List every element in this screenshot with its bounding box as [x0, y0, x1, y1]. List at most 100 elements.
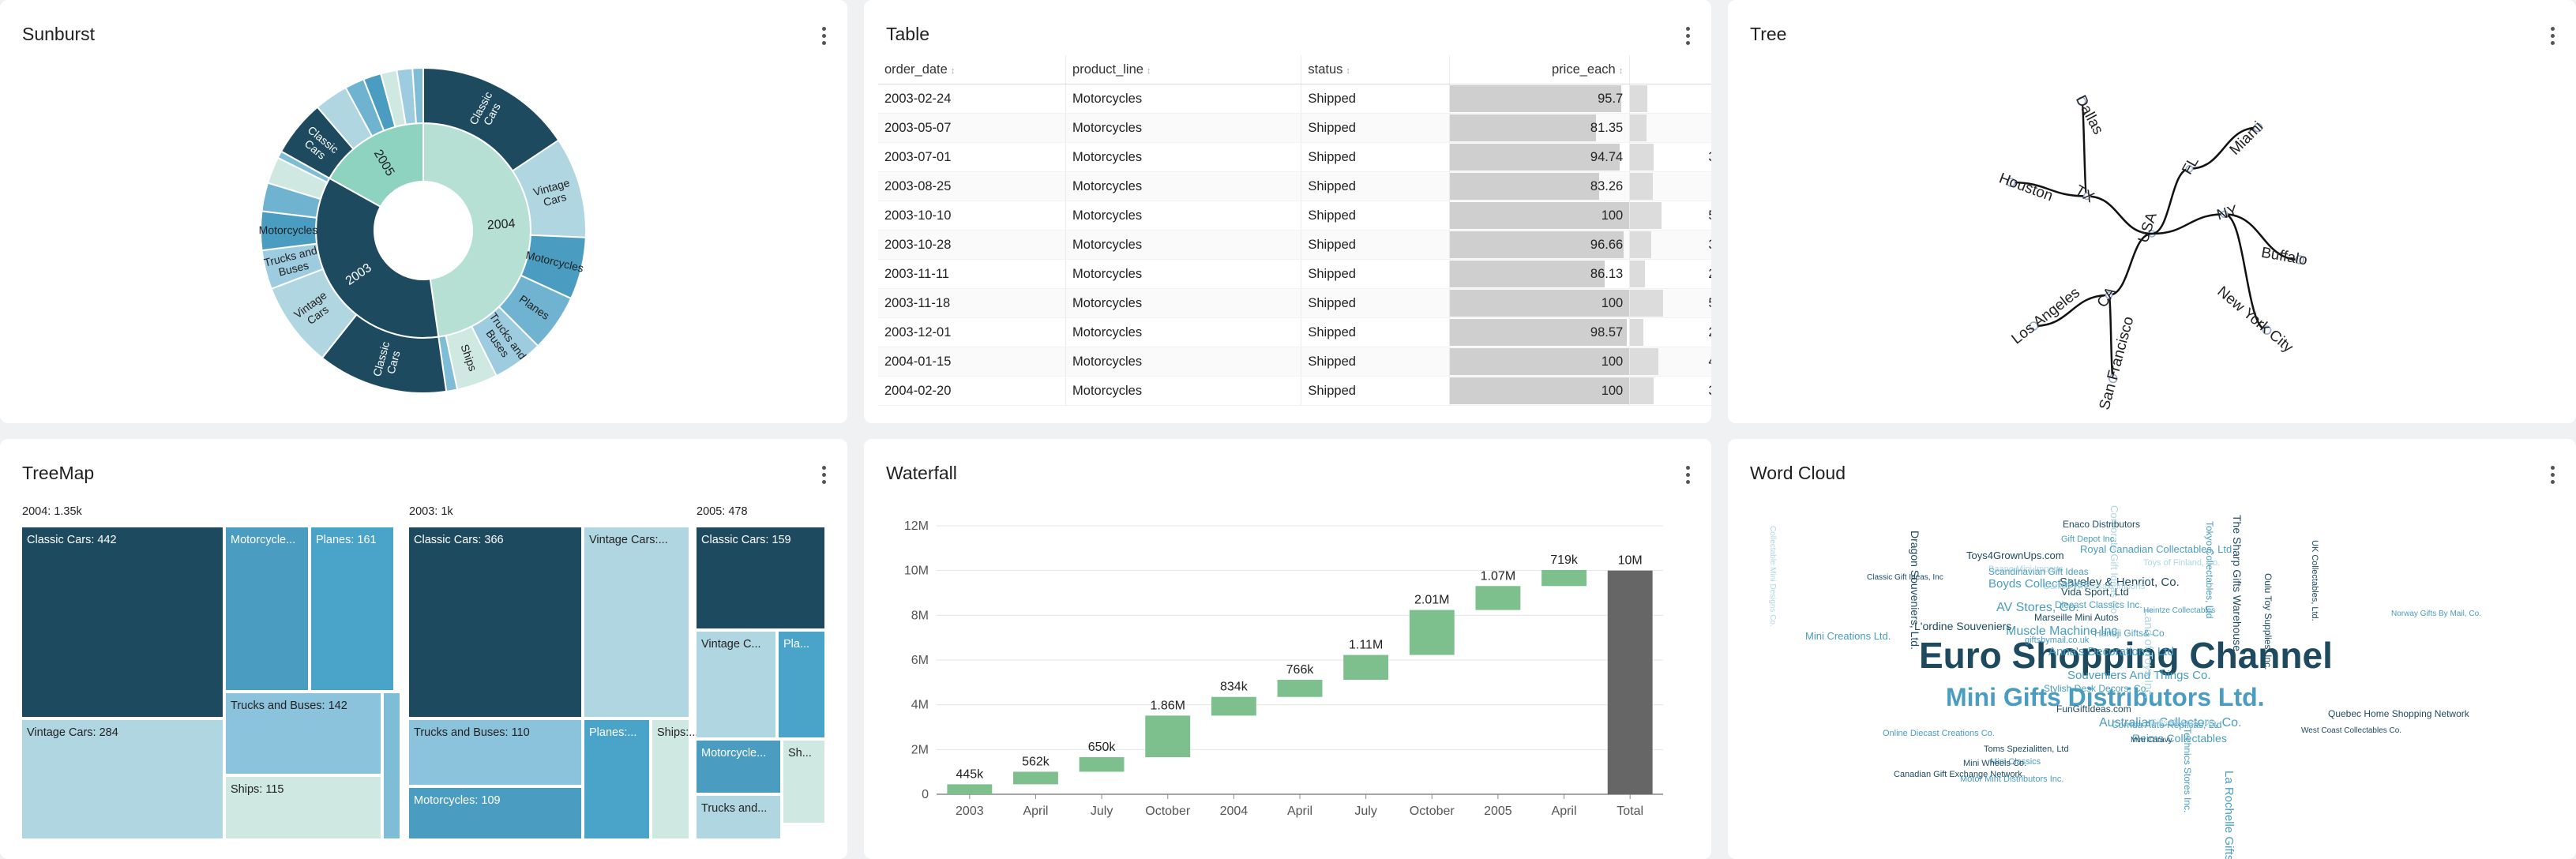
tree-link [2224, 213, 2267, 332]
table-cell-sales: 4708.44 [1629, 347, 1711, 377]
treemap-cell-label: Classic Cars: 366 [414, 534, 504, 546]
table-cell-price_each: 94.74 [1449, 142, 1631, 172]
treemap-cell [22, 527, 223, 717]
treemap-cell [22, 720, 223, 838]
more-options-icon[interactable] [1683, 466, 1692, 485]
cell-bar [1450, 173, 1600, 200]
wordcloud-word: Vida Sport, Ltd [2061, 586, 2129, 598]
table-cell-product_line: Motorcycles [1065, 259, 1302, 289]
sort-icon[interactable]: ↕ [1346, 66, 1350, 76]
table-cell-price_each: 100 [1449, 376, 1631, 406]
tree-root-label: USA [2135, 210, 2161, 245]
wordcloud-word: Euro Shopping Channel [1919, 635, 2333, 676]
wordcloud-word: UK Collectables, Ltd. [2310, 540, 2319, 621]
sort-icon[interactable]: ↕ [1146, 66, 1151, 76]
wordcloud-word: Mini Gifts Distributors Ltd. [1946, 683, 2265, 711]
wordcloud-word: Gift Depot Inc. [2061, 535, 2116, 544]
wordcloud-word: Tokyo Collectables, Ltd [2204, 521, 2215, 618]
column-header-sales[interactable]: sales↕ [1629, 55, 1711, 84]
treemap-cell-label: Trucks and Buses: 110 [414, 726, 530, 739]
y-tick-label: 10M [904, 565, 929, 578]
waterfall-bar [1409, 610, 1455, 655]
cell-value: 5205.27 [1708, 208, 1711, 223]
wordcloud-word: Diecast Classics Inc. [2055, 599, 2142, 610]
table-cell-product_line: Motorcycles [1065, 84, 1302, 114]
y-tick-label: 6M [911, 654, 929, 667]
tree-branch-label: TX [2072, 182, 2097, 206]
sort-icon[interactable]: ↕ [950, 66, 956, 76]
table-cell-price_each: 96.66 [1449, 230, 1631, 260]
table-cell-sales: 2871 [1629, 84, 1711, 114]
cell-bar [1630, 377, 1654, 404]
treemap-cell [697, 796, 780, 838]
column-header-status[interactable]: status ↕ [1301, 55, 1451, 84]
waterfall-value-label: 2.01M [1414, 594, 1449, 607]
wordcloud-word: Baane Mini Imports [1988, 565, 2063, 574]
panel-title: Word Cloud [1750, 463, 1846, 483]
waterfall-chart: 0 2M 4M 6M 8M 10M 12M 445k 2003 562k April 650k July… [904, 520, 1663, 818]
cell-bar [1450, 290, 1630, 317]
table-cell-order_date: 2003-11-11 [878, 259, 1067, 289]
column-header-product_line[interactable]: product_line ↕ [1065, 55, 1302, 84]
treemap-cell [384, 693, 400, 838]
y-tick-label: 4M [911, 699, 929, 712]
tree-leaf-node [2253, 122, 2263, 133]
table-cell-product_line: Motorcycles [1065, 317, 1302, 347]
wordcloud-word: Dragon Souveniers, Ltd. [1909, 531, 1921, 650]
x-tick-label: April [1287, 805, 1312, 818]
sort-icon[interactable]: ↕ [1618, 66, 1624, 76]
table-cell-order_date: 2004-01-15 [878, 347, 1067, 377]
cell-value: 100 [1601, 354, 1624, 369]
more-options-icon[interactable] [2548, 27, 2557, 46]
table-cell-product_line: Motorcycles [1065, 142, 1302, 172]
cell-bar [1630, 144, 1654, 171]
table-cell-status: Shipped [1301, 347, 1451, 377]
wordcloud-word: Enaco Distributors [2063, 519, 2140, 530]
cell-bar [1630, 85, 1647, 112]
column-header-label: status [1308, 62, 1343, 77]
wordcloud-word: Technics Stores Inc. [2182, 728, 2193, 812]
column-header-order_date[interactable]: order_date ↕ [878, 55, 1067, 84]
cell-bar [1450, 85, 1622, 112]
x-tick-label: October [1145, 805, 1191, 818]
table-cell-sales: 2497.77 [1629, 259, 1711, 289]
tree-link [2151, 213, 2225, 235]
sunburst-outer-label-line: Cars [542, 190, 568, 208]
column-header-price_each[interactable]: price_each ↕ [1449, 55, 1631, 84]
more-options-icon[interactable] [819, 27, 828, 46]
table-cell-order_date: 2003-05-07 [878, 113, 1067, 143]
table-cell-status: Shipped [1301, 201, 1451, 231]
waterfall-bar [1343, 655, 1389, 681]
treemap-cell [226, 693, 381, 774]
cell-bar [1450, 261, 1605, 287]
table-cell-status: Shipped [1301, 376, 1451, 406]
tree-leaf-label: Dallas [2072, 92, 2106, 137]
table-cell-status: Shipped [1301, 317, 1451, 347]
treemap-cell-label: Trucks and Buses: 142 [231, 700, 347, 712]
wordcloud-word: Anna's Decorations, Ltd [2048, 645, 2174, 658]
wordcloud-panel: Word Cloud Euro Shopping Channel Mini Gif… [1728, 439, 2576, 859]
x-tick-label: July [1354, 805, 1376, 818]
table-cell-status: Shipped [1301, 230, 1451, 260]
table-cell-price_each: 83.26 [1449, 171, 1631, 201]
cell-value: 100 [1601, 208, 1624, 223]
wordcloud-word: Mini Classics [1990, 757, 2041, 767]
wordcloud-word: Land of Toys Inc. [2142, 610, 2155, 699]
tree-leaf-node [2108, 373, 2118, 384]
sunburst-chart: 2004ClassicCarsVintageCarsMotorcyclesPla… [259, 66, 587, 394]
tree-branch-label: CA [2094, 284, 2120, 311]
cell-bar [1630, 319, 1643, 346]
x-tick-label: Total [1617, 805, 1643, 818]
more-options-icon[interactable] [819, 466, 828, 485]
waterfall-value-label: 834k [1220, 681, 1249, 694]
treemap-cell [226, 527, 308, 690]
more-options-icon[interactable] [1683, 27, 1692, 46]
cell-bar [1450, 319, 1627, 346]
waterfall-bar [1079, 757, 1125, 772]
cell-bar [1450, 202, 1630, 229]
panel-title: TreeMap [22, 463, 95, 483]
more-options-icon[interactable] [2548, 466, 2557, 485]
